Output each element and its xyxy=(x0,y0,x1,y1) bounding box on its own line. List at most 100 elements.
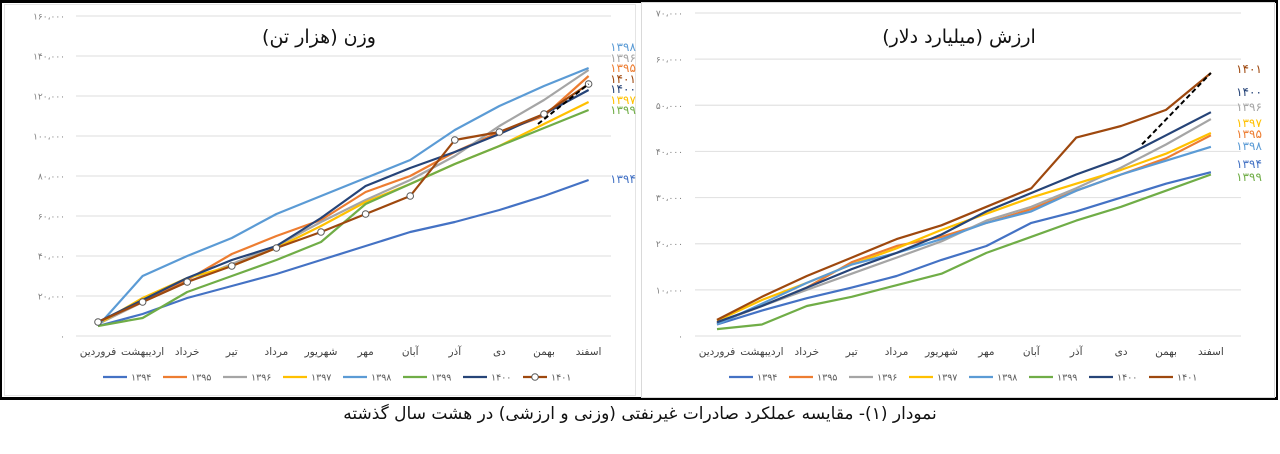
x-tick-label: اسفند xyxy=(1198,346,1224,358)
legend-item-1394[interactable]: ۱۳۹۴ xyxy=(103,373,151,384)
legend-item-1401[interactable]: ۱۴۰۱ xyxy=(1149,373,1197,384)
y-tick-label: ۱۴۰،۰۰۰ xyxy=(33,53,65,63)
series-end-label-1397: ۱۳۹۷ xyxy=(610,93,636,107)
legend-label: ۱۳۹۷ xyxy=(311,373,331,384)
series-lines xyxy=(716,72,1212,331)
series-end-label-1400: ۱۴۰۰ xyxy=(1236,85,1262,99)
series-line-1398 xyxy=(716,145,1212,326)
series-line-1397 xyxy=(716,132,1212,322)
series-line-1397 xyxy=(97,101,590,325)
x-tick-label: بهمن xyxy=(1155,346,1177,358)
data-point-marker xyxy=(272,244,281,252)
legend-item-1400[interactable]: ۱۴۰۰ xyxy=(463,373,511,384)
series-end-label-1399: ۱۳۹۹ xyxy=(610,103,636,117)
series-end-label-1397: ۱۳۹۷ xyxy=(1236,116,1262,130)
y-tick-label: ۱۶۰،۰۰۰ xyxy=(33,13,65,23)
legend-label: ۱۳۹۶ xyxy=(877,373,897,384)
series-end-label-1400: ۱۴۰۰ xyxy=(610,82,636,96)
chart-title: وزن (هزار تن) xyxy=(262,26,376,48)
series-line-1401 xyxy=(716,72,1212,321)
legend-label: ۱۳۹۴ xyxy=(757,373,777,384)
legend-item-1399[interactable]: ۱۳۹۹ xyxy=(1029,373,1077,384)
legend-item-1396[interactable]: ۱۳۹۶ xyxy=(223,373,271,384)
series-line-1394 xyxy=(716,171,1212,326)
data-point-marker xyxy=(183,278,191,286)
x-axis-labels: فروردین اردیبهشت خرداد تیر مرداد شهریور مهر آبا… xyxy=(699,345,1224,358)
x-tick-label: اردیبهشت xyxy=(121,346,164,358)
series-end-label-1396: ۱۳۹۶ xyxy=(1236,100,1262,114)
series-line-1400 xyxy=(716,111,1212,324)
trendline-1401 xyxy=(537,83,590,125)
legend-item-1401[interactable]: ۱۴۰۱ xyxy=(523,373,571,384)
series-end-label-1398: ۱۳۹۸ xyxy=(1236,139,1262,153)
legend-label: ۱۳۹۶ xyxy=(251,373,271,384)
weight-line-chart: ۰ ۲۰،۰۰۰ ۴۰،۰۰۰ ۶۰،۰۰۰ ۸۰،۰۰۰ ۱۰۰،۰۰۰ ۱۲۰،۰۰۰ ۱… xyxy=(33,13,636,384)
value-line-chart: ۰ ۱۰،۰۰۰ ۲۰،۰۰۰ ۳۰،۰۰۰ ۴۰،۰۰۰ ۵۰،۰۰۰ ۶۰،۰۰۰ ۷۰،… xyxy=(656,10,1263,384)
value-chart-panel: ۰ ۱۰،۰۰۰ ۲۰،۰۰۰ ۳۰،۰۰۰ ۴۰،۰۰۰ ۵۰،۰۰۰ ۶۰،۰۰۰ ۷۰،… xyxy=(641,2,1275,398)
series-end-label-1396: ۱۳۹۶ xyxy=(610,51,636,65)
y-tick-label: ۱۰،۰۰۰ xyxy=(656,286,683,296)
series-line-1400 xyxy=(97,89,590,323)
series-lines xyxy=(94,66,593,328)
legend-label: ۱۴۰۱ xyxy=(551,373,571,384)
legend-marker-icon xyxy=(531,373,539,381)
legend-item-1397[interactable]: ۱۳۹۷ xyxy=(283,373,331,384)
legend-item-1395[interactable]: ۱۳۹۵ xyxy=(163,373,211,384)
gridlines: ۰ ۱۰،۰۰۰ ۲۰،۰۰۰ ۳۰،۰۰۰ ۴۰،۰۰۰ ۵۰،۰۰۰ ۶۰،۰۰۰ ۷۰،… xyxy=(656,10,1241,343)
data-point-marker xyxy=(317,228,325,236)
x-tick-label: فروردین xyxy=(80,346,117,358)
legend-item-1400[interactable]: ۱۴۰۰ xyxy=(1089,373,1137,384)
chart-legend: ۱۳۹۴ ۱۳۹۵ ۱۳۹۶ ۱۳۹۷ ۱۳۹۸ ۱۳۹۹ ۱۴۰۰ ۱۴۰۱ xyxy=(103,373,571,384)
x-tick-label: آبان xyxy=(402,345,420,358)
x-tick-label: بهمن xyxy=(533,346,555,358)
series-end-label-1401: ۱۴۰۱ xyxy=(610,72,636,86)
y-tick-label: ۰ xyxy=(678,333,683,343)
legend-item-1398[interactable]: ۱۳۹۸ xyxy=(969,373,1017,384)
x-tick-label: فروردین xyxy=(699,346,736,358)
legend-item-1396[interactable]: ۱۳۹۶ xyxy=(849,373,897,384)
legend-item-1395[interactable]: ۱۳۹۵ xyxy=(789,373,837,384)
y-tick-label: ۱۲۰،۰۰۰ xyxy=(33,93,65,103)
series-line-1399 xyxy=(97,108,590,328)
series-end-label-1398: ۱۳۹۸ xyxy=(610,40,636,54)
y-tick-label: ۸۰،۰۰۰ xyxy=(38,173,65,183)
y-tick-label: ۲۰،۰۰۰ xyxy=(38,293,65,303)
series-end-label-1394: ۱۳۹۴ xyxy=(1236,157,1262,171)
x-tick-label: خرداد xyxy=(175,346,200,358)
y-tick-label: ۶۰،۰۰۰ xyxy=(656,56,683,66)
series-end-label-1401: ۱۴۰۱ xyxy=(1236,62,1262,76)
series-end-label-1399: ۱۳۹۹ xyxy=(1236,170,1262,184)
x-tick-label: شهریور xyxy=(304,346,338,358)
series-end-label-1395: ۱۳۹۵ xyxy=(1236,127,1262,141)
y-tick-label: ۰ xyxy=(60,333,65,343)
y-tick-label: ۵۰،۰۰۰ xyxy=(656,102,683,112)
trendline-1401 xyxy=(1141,72,1212,146)
x-tick-label: تیر xyxy=(225,346,238,358)
series-line-1398 xyxy=(97,66,590,327)
y-tick-label: ۳۰،۰۰۰ xyxy=(656,194,683,204)
x-tick-label: مرداد xyxy=(885,346,909,358)
x-tick-label: اسفند xyxy=(576,346,602,358)
gridlines: ۰ ۲۰،۰۰۰ ۴۰،۰۰۰ ۶۰،۰۰۰ ۸۰،۰۰۰ ۱۰۰،۰۰۰ ۱۲۰،۰۰۰ ۱… xyxy=(33,13,611,343)
series-line-1401 xyxy=(97,83,590,324)
data-point-marker xyxy=(495,128,504,136)
x-tick-label: مرداد xyxy=(265,346,289,358)
x-tick-label: آبان xyxy=(1023,345,1041,358)
y-tick-label: ۶۰،۰۰۰ xyxy=(38,213,65,223)
legend-item-1397[interactable]: ۱۳۹۷ xyxy=(909,373,957,384)
legend-item-1399[interactable]: ۱۳۹۹ xyxy=(403,373,451,384)
series-line-1399 xyxy=(716,173,1212,331)
legend-label: ۱۳۹۹ xyxy=(1057,373,1077,384)
y-tick-label: ۴۰،۰۰۰ xyxy=(38,253,65,263)
legend-item-1398[interactable]: ۱۳۹۸ xyxy=(343,373,391,384)
x-tick-label: آذر xyxy=(1069,345,1084,358)
legend-label: ۱۳۹۸ xyxy=(997,373,1017,384)
data-point-marker xyxy=(228,262,236,270)
x-tick-label: شهریور xyxy=(924,346,958,358)
data-point-marker xyxy=(94,318,102,326)
legend-item-1394[interactable]: ۱۳۹۴ xyxy=(729,373,777,384)
legend-label: ۱۳۹۸ xyxy=(371,373,391,384)
data-point-marker xyxy=(406,192,415,200)
legend-label: ۱۴۰۰ xyxy=(491,373,511,384)
